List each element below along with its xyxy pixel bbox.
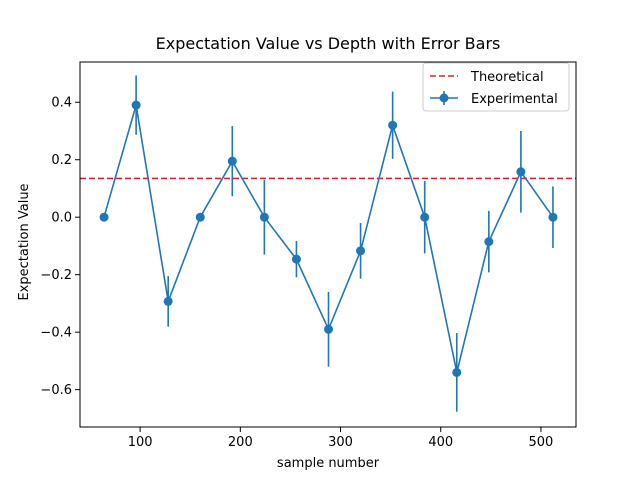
y-tick-label: 0.4 — [51, 96, 72, 111]
data-point — [259, 212, 269, 222]
y-tick-label: −0.4 — [40, 326, 72, 341]
y-tick-label: −0.2 — [40, 268, 72, 283]
y-tick-label: 0.0 — [51, 211, 72, 226]
data-point — [548, 212, 558, 222]
legend-theoretical-label: Theoretical — [470, 70, 544, 85]
data-point — [484, 237, 494, 247]
data-point — [99, 212, 109, 222]
data-point — [291, 254, 301, 264]
data-point — [227, 156, 237, 166]
legend-experimental-label: Experimental — [471, 92, 558, 107]
data-point — [195, 212, 205, 222]
x-tick-label: 200 — [228, 435, 253, 450]
axes-frame — [79, 61, 577, 428]
plot-area: 100 200 300 400 500 −0.6 −0.4 −0.2 0.0 0.2 0.4 — [40, 61, 577, 450]
y-axis-label: Expectation Value — [17, 183, 32, 300]
x-tick-label: 400 — [428, 435, 453, 450]
data-point — [420, 212, 430, 222]
legend-frame — [422, 62, 570, 112]
data-point — [516, 167, 526, 177]
x-tick-label: 100 — [128, 435, 153, 450]
data-point — [163, 296, 173, 306]
chart-title: Expectation Value vs Depth with Error Ba… — [156, 34, 501, 53]
data-point — [452, 367, 462, 377]
y-tick-label: −0.6 — [40, 383, 72, 398]
x-axis-label: sample number — [277, 456, 380, 471]
data-point — [356, 246, 366, 256]
data-point — [388, 120, 398, 130]
y-tick-label: 0.2 — [51, 153, 72, 168]
data-point — [324, 324, 334, 334]
legend: Theoretical Experimental — [422, 62, 570, 112]
legend-experimental-marker — [439, 93, 449, 103]
x-tick-label: 500 — [529, 435, 554, 450]
x-tick-label: 300 — [328, 435, 353, 450]
data-point — [131, 100, 141, 110]
